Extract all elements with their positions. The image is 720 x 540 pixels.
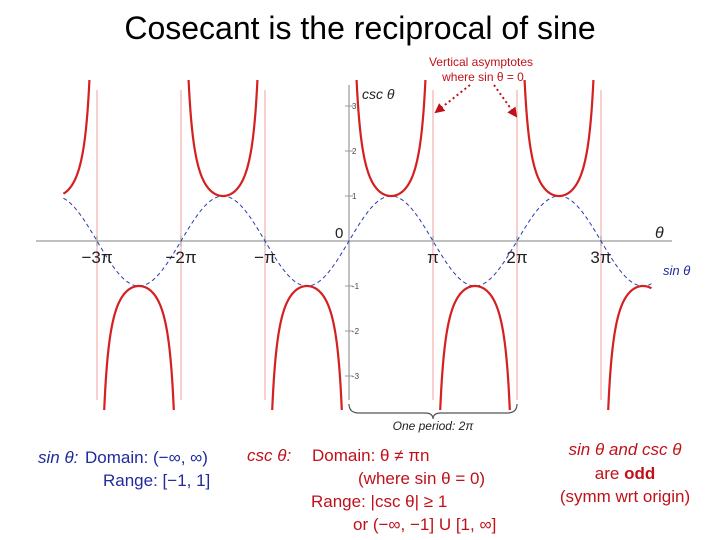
page-title: Cosecant is the reciprocal of sine bbox=[124, 10, 596, 46]
y-tick-label-4: -2 bbox=[352, 327, 360, 336]
csc-branch-6 bbox=[523, 80, 595, 198]
y-tick-label-1: 2 bbox=[352, 147, 357, 156]
origin-label: 0 bbox=[335, 225, 343, 242]
odd-line-2: are odd bbox=[540, 464, 710, 484]
odd-line-1-text: sin θ and csc θ bbox=[568, 440, 682, 459]
csc-domain: Domain: θ ≠ πn bbox=[312, 446, 430, 465]
y-tick-label-2: 1 bbox=[352, 192, 357, 201]
x-tick-label-4: 2π bbox=[506, 248, 527, 267]
sin-curve bbox=[63, 195, 652, 287]
csc-range: Range: |csc θ| ≥ 1 bbox=[311, 492, 448, 511]
sin-curve-label: sin θ bbox=[663, 263, 690, 278]
csc-range-alt: or (−∞, −1] U [1, ∞] bbox=[353, 515, 497, 534]
odd-line-3: (symm wrt origin) bbox=[559, 487, 691, 506]
y-tick-label-5: -3 bbox=[352, 372, 360, 381]
odd-line-1: sin θ and csc θ bbox=[540, 440, 710, 460]
asymptote-note-line-1: Vertical asymptotes bbox=[429, 55, 533, 69]
odd-line-2-prefix: are bbox=[594, 464, 625, 483]
csc-branch-2 bbox=[187, 80, 259, 198]
sin-notes-label: sin θ: bbox=[38, 448, 79, 467]
csc-branch-1 bbox=[103, 284, 175, 410]
asymptote-arrow-right bbox=[493, 84, 518, 118]
sin-domain: Domain: (−∞, ∞) bbox=[85, 448, 208, 467]
axes bbox=[36, 85, 672, 400]
x-axis-label: θ bbox=[655, 225, 664, 242]
csc-domain-note: (where sin θ = 0) bbox=[358, 469, 486, 488]
x-tick-label-5: 3π bbox=[590, 248, 611, 267]
asymptote-arrow-left bbox=[434, 84, 471, 114]
x-tick-label-3: π bbox=[427, 248, 439, 267]
period-brace bbox=[348, 403, 518, 420]
period-note: One period: 2π bbox=[393, 419, 475, 433]
csc-branch-0 bbox=[62, 80, 91, 195]
csc-branch-5 bbox=[439, 284, 511, 410]
x-tick-label-2: −π bbox=[254, 248, 276, 267]
csc-notes-label: csc θ: bbox=[247, 446, 292, 465]
x-tick-label-1: −2π bbox=[165, 248, 196, 267]
y-tick-label-3: -1 bbox=[352, 282, 360, 291]
odd-word: odd bbox=[624, 464, 656, 483]
y-axis-label: csc θ bbox=[362, 86, 395, 102]
x-tick-label-0: −3π bbox=[81, 248, 112, 267]
curves bbox=[62, 80, 652, 410]
y-tick-label-0: 3 bbox=[352, 102, 357, 111]
sin-range: Range: [−1, 1] bbox=[103, 471, 211, 490]
asymptote-note-line-2: where sin θ = 0 bbox=[441, 70, 524, 84]
csc-branch-7 bbox=[607, 284, 652, 410]
tick-labels: −3π −2π −π π 2π 3π 3 2 1 -1 -2 -3 0 θ csc θ bbox=[81, 86, 664, 381]
csc-branch-4 bbox=[355, 80, 427, 198]
csc-branch-3 bbox=[271, 284, 343, 410]
